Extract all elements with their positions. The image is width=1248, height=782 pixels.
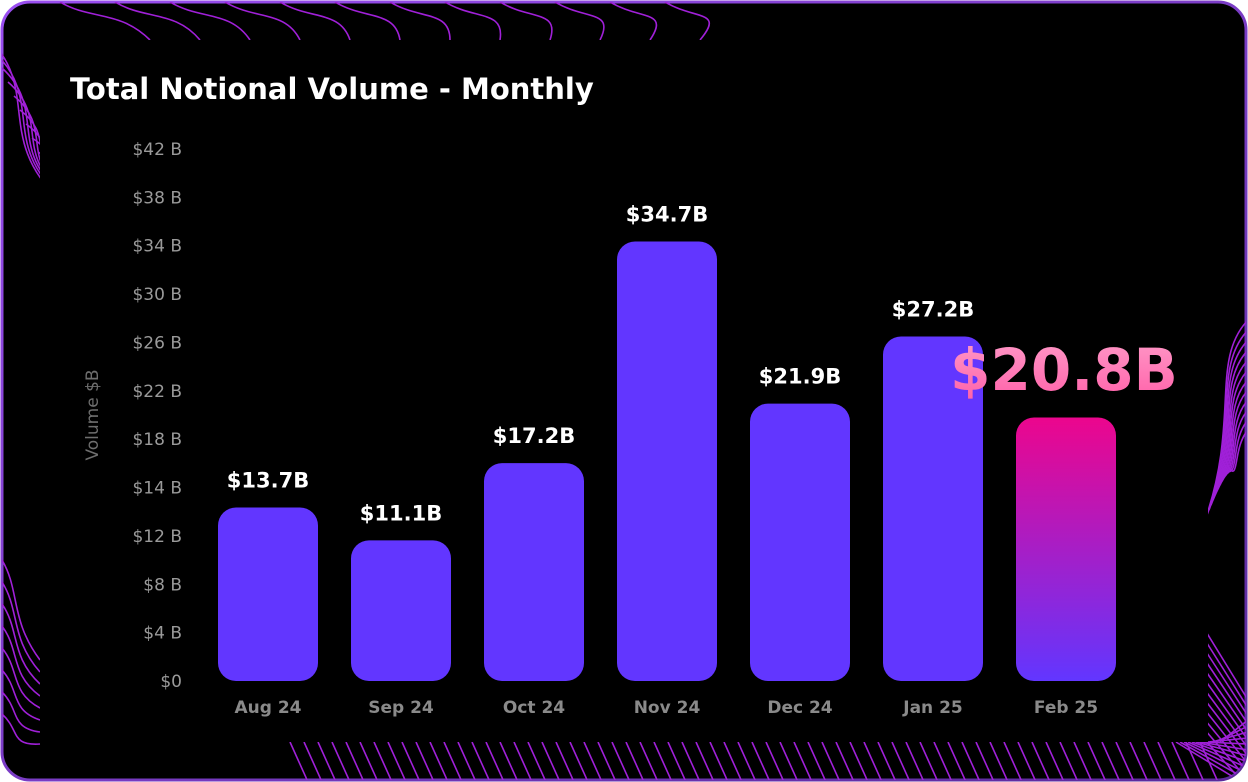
y-tick-label: $0 (160, 672, 182, 692)
bar-value-label: $27.2B (892, 297, 974, 321)
y-tick-label: $42 B (132, 140, 182, 160)
bar-oct-24[interactable] (484, 463, 584, 681)
bar-value-label: $17.2B (493, 424, 575, 448)
y-tick-label: $22 B (132, 382, 182, 402)
x-tick-label: Aug 24 (234, 698, 301, 718)
x-tick-label: Dec 24 (767, 698, 832, 718)
x-tick-label: Sep 24 (368, 698, 434, 718)
bar-sep-24[interactable] (351, 540, 451, 681)
y-tick-label: $26 B (132, 333, 182, 353)
y-tick-label: $30 B (132, 285, 182, 305)
y-tick-label: $12 B (132, 527, 182, 547)
bar-feb-25[interactable] (1016, 417, 1116, 681)
x-tick-label: Nov 24 (634, 698, 701, 718)
bar-value-label: $13.7B (227, 468, 309, 492)
bar-value-label: $34.7B (626, 202, 708, 226)
y-tick-label: $18 B (132, 430, 182, 450)
bar-aug-24[interactable] (218, 507, 318, 681)
bar-nov-24[interactable] (617, 241, 717, 681)
y-axis-label: Volume $B (83, 369, 103, 460)
chart-title: Total Notional Volume - Monthly (70, 72, 594, 106)
bar-value-label: $11.1B (360, 501, 442, 525)
x-tick-label: Oct 24 (503, 698, 565, 718)
bar-dec-24[interactable] (750, 403, 850, 681)
bar-jan-25[interactable] (883, 336, 983, 681)
highlight-value-label: $20.8B (950, 336, 1178, 404)
y-tick-label: $8 B (143, 575, 182, 595)
x-tick-label: Feb 25 (1034, 698, 1098, 718)
y-tick-label: $4 B (143, 624, 182, 644)
bar-value-label: $21.9B (759, 365, 841, 389)
y-tick-label: $38 B (132, 188, 182, 208)
x-tick-label: Jan 25 (902, 698, 962, 718)
y-tick-label: $14 B (132, 479, 182, 499)
y-tick-label: $34 B (132, 237, 182, 257)
